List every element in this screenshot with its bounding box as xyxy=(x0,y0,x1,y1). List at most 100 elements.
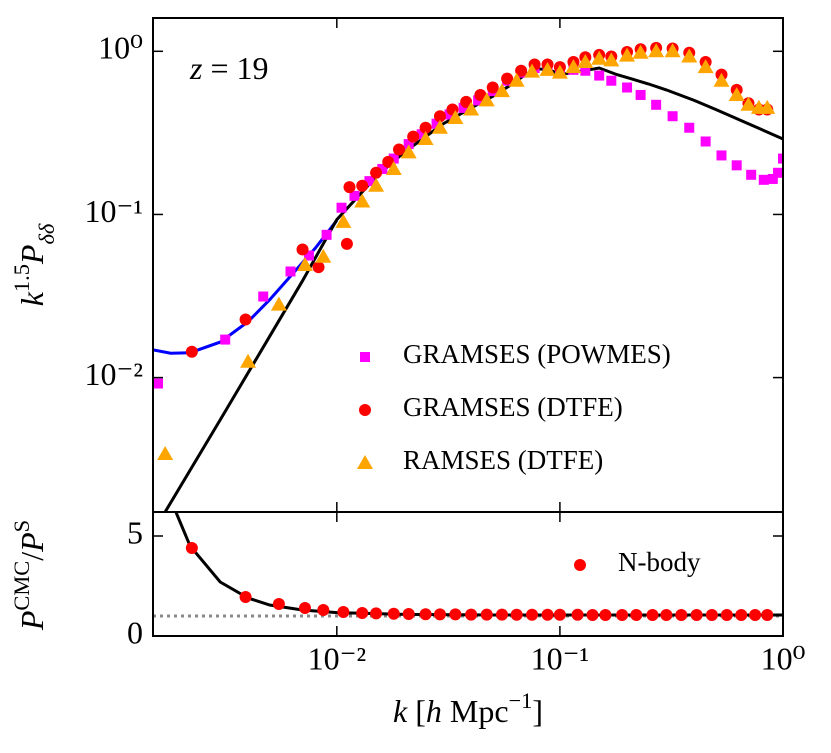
marker xyxy=(417,131,434,146)
marker xyxy=(433,110,446,123)
marker xyxy=(321,229,332,240)
marker xyxy=(681,48,698,63)
marker xyxy=(400,144,417,159)
marker xyxy=(749,609,762,621)
marker xyxy=(185,542,198,554)
line xyxy=(153,219,338,355)
marker xyxy=(632,44,649,59)
marker xyxy=(716,150,727,161)
marker xyxy=(580,65,591,76)
marker xyxy=(660,609,673,621)
marker xyxy=(317,604,330,616)
marker xyxy=(474,88,487,101)
marker xyxy=(185,345,198,358)
legend-marker xyxy=(574,559,586,571)
marker xyxy=(419,121,432,134)
marker xyxy=(684,122,695,133)
marker xyxy=(664,43,681,58)
legend-label: GRAMSES (DTFE) xyxy=(403,392,623,422)
marker xyxy=(619,47,636,62)
marker xyxy=(728,86,745,101)
marker xyxy=(603,52,620,67)
legend-item: RAMSES (DTFE) xyxy=(357,445,603,475)
marker xyxy=(551,64,568,79)
marker xyxy=(239,591,252,603)
axes-frame xyxy=(152,511,784,637)
marker xyxy=(571,608,584,621)
marker xyxy=(646,609,659,621)
marker xyxy=(402,608,415,620)
marker xyxy=(565,59,582,74)
marker xyxy=(387,607,400,620)
marker xyxy=(539,61,556,76)
marker xyxy=(388,153,399,164)
marker xyxy=(385,160,402,175)
marker xyxy=(285,266,296,277)
marker xyxy=(746,169,757,180)
marker xyxy=(416,129,427,140)
marker xyxy=(157,446,174,461)
marker xyxy=(343,181,356,194)
marker xyxy=(312,261,325,274)
marker xyxy=(431,119,448,134)
marker xyxy=(239,313,252,326)
marker xyxy=(220,334,231,345)
annotation: z = 19 xyxy=(189,50,269,86)
marker xyxy=(403,139,414,150)
marker xyxy=(335,213,352,228)
y-tick-label: 5 xyxy=(127,514,143,550)
marker xyxy=(690,609,703,621)
plot-area xyxy=(153,512,783,621)
marker xyxy=(700,136,711,147)
marker xyxy=(735,609,748,621)
y-tick-label: 10⁻² xyxy=(85,356,143,392)
axes-frame xyxy=(152,17,784,513)
marker xyxy=(356,179,369,192)
marker xyxy=(354,193,371,208)
y-tick-label: 10⁰ xyxy=(98,30,143,66)
marker xyxy=(240,353,257,368)
marker xyxy=(740,96,757,111)
marker xyxy=(493,83,510,98)
legend-label: GRAMSES (POWMES) xyxy=(403,339,671,369)
marker xyxy=(759,99,776,114)
marker xyxy=(697,59,714,74)
marker xyxy=(296,243,309,256)
y-axis-label: k1.5Pδδ xyxy=(9,223,59,306)
marker xyxy=(761,609,774,621)
marker xyxy=(667,111,678,122)
marker xyxy=(577,53,594,68)
marker xyxy=(524,63,541,78)
marker xyxy=(296,256,313,271)
marker xyxy=(419,608,432,621)
marker xyxy=(486,81,499,94)
marker xyxy=(480,608,493,621)
marker xyxy=(458,102,469,113)
marker xyxy=(315,248,332,263)
marker xyxy=(303,250,314,261)
marker xyxy=(460,95,473,108)
marker xyxy=(501,72,514,85)
legend-item: GRAMSES (POWMES) xyxy=(360,339,671,369)
marker xyxy=(153,378,164,389)
legend-label: N-body xyxy=(618,547,701,577)
marker xyxy=(431,118,442,129)
marker xyxy=(767,173,778,184)
marker xyxy=(272,598,285,610)
x-axis-label: k [h Mpc−1] xyxy=(393,688,543,730)
marker xyxy=(510,608,523,621)
legend-label: RAMSES (DTFE) xyxy=(403,445,603,475)
marker xyxy=(270,296,287,311)
legend-marker xyxy=(360,352,370,362)
marker xyxy=(449,608,462,621)
marker xyxy=(463,101,480,116)
x-tick-label: 10⁰ xyxy=(761,640,806,676)
marker xyxy=(541,608,554,621)
marker xyxy=(392,143,405,156)
marker xyxy=(599,609,612,621)
marker xyxy=(356,607,369,619)
marker xyxy=(336,202,347,213)
marker xyxy=(258,291,269,302)
marker xyxy=(594,70,605,81)
